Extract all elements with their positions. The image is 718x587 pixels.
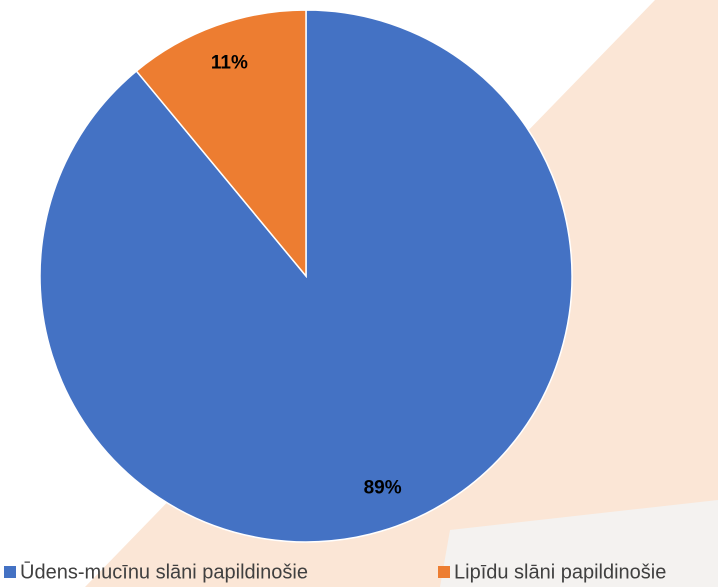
data-label: 89% <box>364 478 402 499</box>
legend-swatch <box>438 566 450 578</box>
background-patch <box>440 500 718 587</box>
pie-slice <box>135 9 307 279</box>
legend-label: Ūdens-mucīnu slāni papildinošie <box>20 560 308 583</box>
legend-label: Lipīdu slāni papildinošie <box>454 561 666 583</box>
legend-swatch <box>4 566 16 578</box>
data-label: 11% <box>211 52 248 73</box>
